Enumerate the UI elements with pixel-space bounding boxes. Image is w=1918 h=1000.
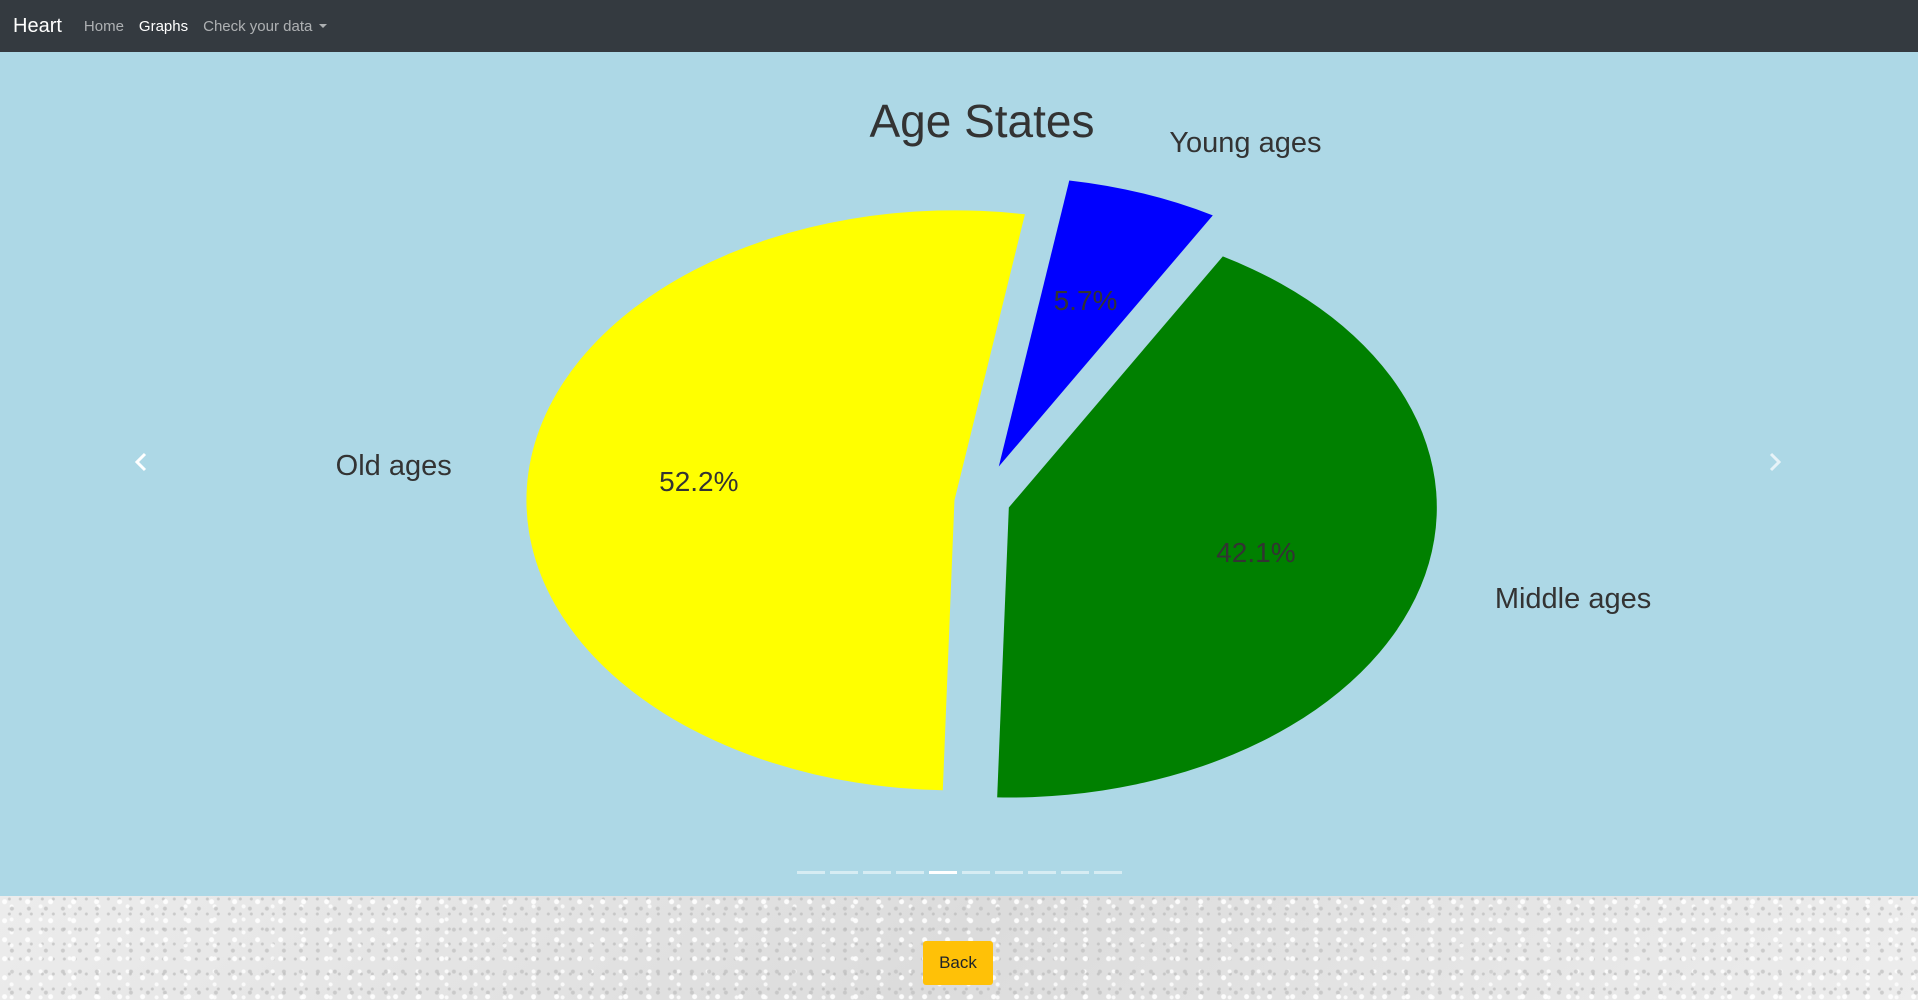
- pie-labels: 5.7% Young ages 52.2% Old ages 42.1% Middle a…: [336, 127, 1652, 615]
- caret-down-icon: [319, 24, 328, 28]
- carousel-indicator[interactable]: [994, 871, 1023, 874]
- nav-link-graphs[interactable]: Graphs: [138, 17, 189, 35]
- pie-slice-young-ages: [998, 180, 1213, 467]
- nav-dropdown-label: Check your data: [203, 17, 313, 35]
- carousel-indicator[interactable]: [1027, 871, 1056, 874]
- chevron-right-icon: [1769, 452, 1782, 472]
- pie-chart: Age States 5.7% Young ages 52.2% Old ages 42…: [336, 95, 1652, 798]
- pie-slice-old-ages: [526, 210, 1025, 791]
- nav-dropdown-check-data[interactable]: Check your data: [203, 17, 328, 35]
- pie-value-label: 52.2%: [659, 466, 738, 497]
- carousel-indicators: [0, 868, 1918, 878]
- carousel-indicator[interactable]: [1093, 871, 1122, 874]
- carousel-indicator[interactable]: [1060, 871, 1089, 874]
- pie-slice-middle-ages: [997, 256, 1437, 798]
- pie-category-label: Middle ages: [1495, 583, 1651, 615]
- navbar: Heart Home Graphs Check your data: [0, 0, 1918, 52]
- chevron-left-icon: [134, 452, 147, 472]
- carousel-indicator[interactable]: [829, 871, 858, 874]
- carousel-indicator[interactable]: [928, 871, 957, 874]
- pie-slices: [526, 180, 1437, 798]
- carousel-indicator[interactable]: [961, 871, 990, 874]
- footer: Back: [0, 896, 1918, 1000]
- carousel-indicator[interactable]: [796, 871, 825, 874]
- nav-link-home[interactable]: Home: [83, 17, 124, 35]
- pie-value-label: 5.7%: [1054, 285, 1118, 316]
- graph-carousel: Age States 5.7% Young ages 52.2% Old ages 42…: [0, 52, 1918, 896]
- brand-link[interactable]: Heart: [13, 14, 62, 37]
- carousel-prev-button[interactable]: [112, 432, 172, 492]
- chart-title: Age States: [869, 95, 1094, 147]
- pie-category-label: Young ages: [1169, 127, 1321, 159]
- carousel-indicator[interactable]: [895, 871, 924, 874]
- carousel-indicator[interactable]: [862, 871, 891, 874]
- carousel-next-button[interactable]: [1744, 432, 1804, 492]
- pie-value-label: 42.1%: [1216, 537, 1295, 568]
- back-button[interactable]: Back: [923, 941, 993, 985]
- pie-category-label: Old ages: [336, 450, 452, 482]
